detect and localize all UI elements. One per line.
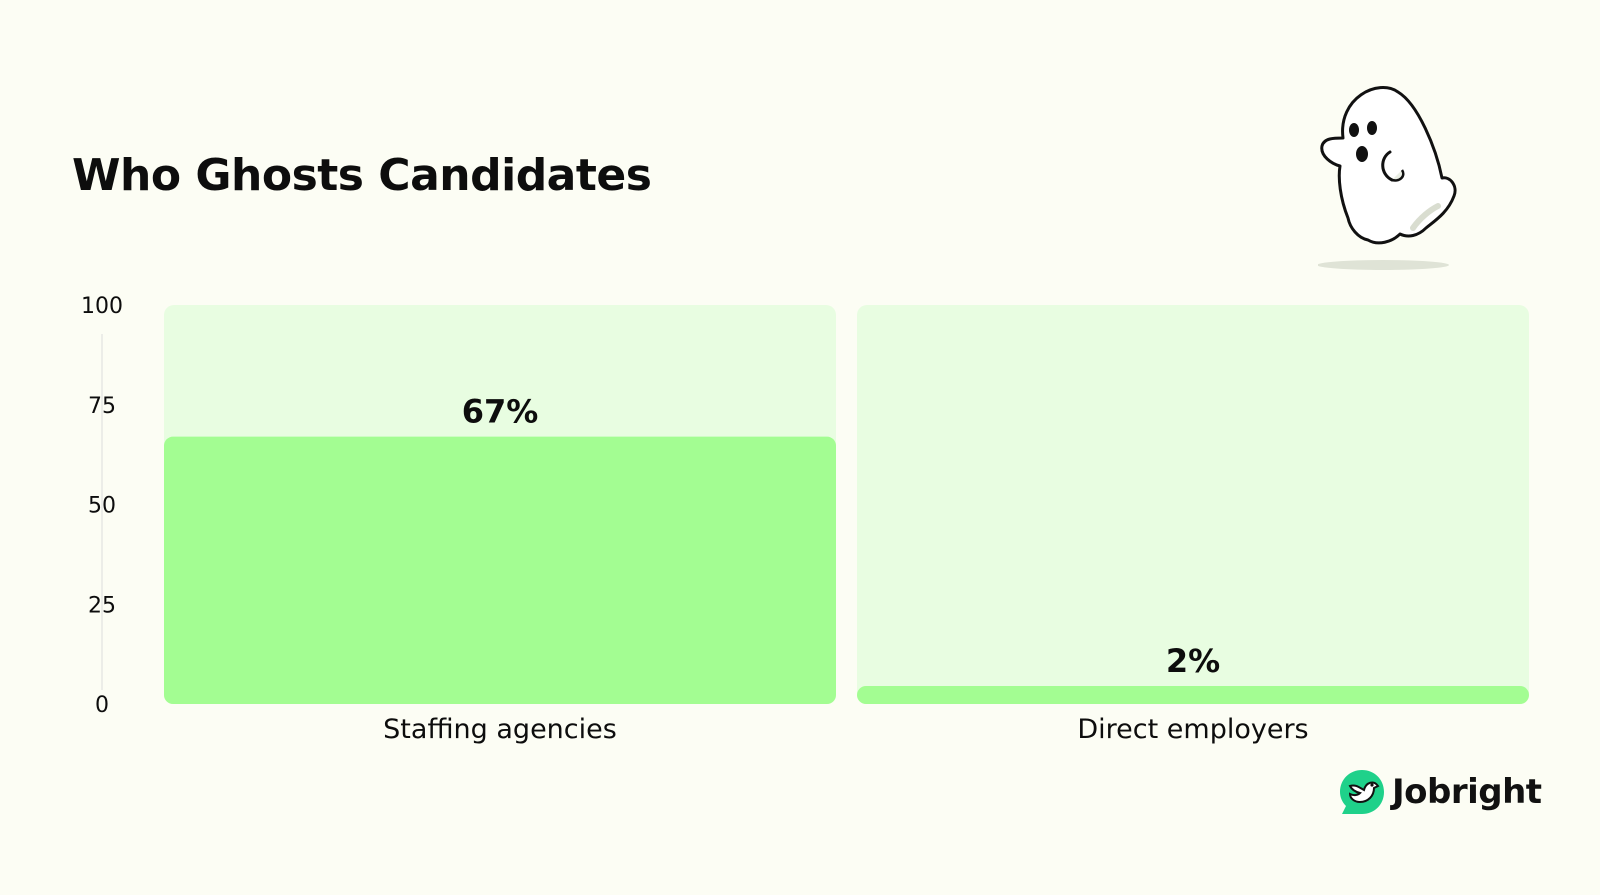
brand-name: Jobright xyxy=(1392,772,1542,812)
chart-title: Who Ghosts Candidates xyxy=(72,150,652,201)
y-tick-label: 0 xyxy=(95,693,109,718)
bar xyxy=(164,436,836,704)
bar-value-label: 2% xyxy=(1166,642,1220,680)
bar-value-label: 67% xyxy=(462,393,539,431)
category-label: Direct employers xyxy=(1077,714,1308,745)
bar xyxy=(857,686,1529,704)
jobright-bird-logo-icon xyxy=(1340,770,1384,814)
ghost-icon xyxy=(1318,86,1457,270)
y-tick-label: 100 xyxy=(81,294,123,319)
bar-track xyxy=(857,305,1529,704)
y-tick-label: 50 xyxy=(88,494,116,519)
y-tick-label: 25 xyxy=(88,593,116,618)
y-tick-label: 75 xyxy=(88,394,116,419)
category-label: Staffing agencies xyxy=(383,714,617,745)
jobright-logo: Jobright xyxy=(1338,768,1542,816)
